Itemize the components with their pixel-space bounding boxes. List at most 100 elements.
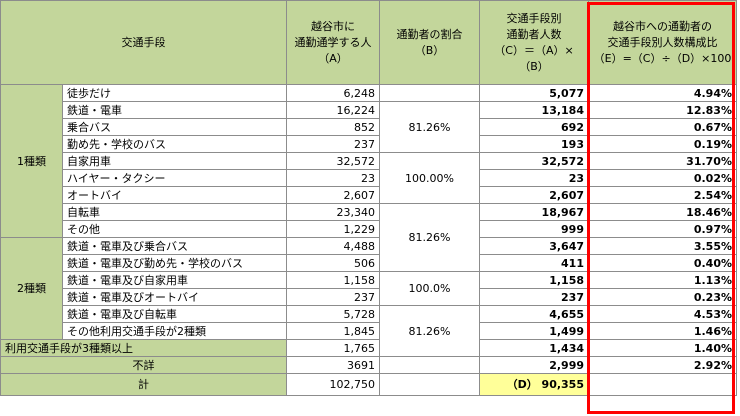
commuters-value: 16,224	[286, 101, 380, 119]
composition-value: 4.94%	[588, 84, 737, 102]
row-label: その他利用交通手段が2種類	[62, 322, 287, 340]
commuters-value: 23	[286, 169, 380, 187]
composition-value: 18.46%	[588, 203, 737, 221]
ratio-value: 81.26%	[379, 203, 480, 272]
header-commuters-line1: 越谷市に	[311, 19, 355, 33]
header-ratio: 通勤者の割合 （B）	[379, 0, 480, 85]
total-commuters-value: 102,750	[286, 373, 380, 396]
row-label: 鉄道・電車	[62, 101, 287, 119]
header-commuters: 越谷市に 通勤通学する人 （A）	[286, 0, 380, 85]
ratio-value: 81.26%	[379, 101, 480, 153]
by-mode-value: 1,434	[479, 339, 589, 357]
table-row: 鉄道・電車及び勤め先・学校のバス 506 411 0.40%	[1, 254, 737, 272]
composition-value: 12.83%	[588, 101, 737, 119]
composition-value: 3.55%	[588, 237, 737, 255]
header-composition-line3: （E）=（C）÷（D）×100	[593, 51, 732, 65]
composition-value: 0.97%	[588, 220, 737, 238]
row-label: 鉄道・電車及び勤め先・学校のバス	[62, 254, 287, 272]
header-composition-line2: 交通手段別人数構成比	[607, 35, 718, 49]
commuters-value: 506	[286, 254, 380, 272]
row-label-three-or-more: 利用交通手段が3種類以上	[0, 339, 287, 357]
table-row: 鉄道・電車及びオートバイ 237 237 0.23%	[1, 288, 737, 306]
commuters-value: 3691	[286, 356, 380, 374]
total-composition-empty	[588, 373, 737, 396]
header-commuters-line2: 通勤通学する人	[294, 35, 372, 49]
commuters-value: 6,248	[286, 84, 380, 102]
composition-value: 1.46%	[588, 322, 737, 340]
commuters-value: 32,572	[286, 152, 380, 170]
header-composition-line1: 越谷市への通勤者の	[613, 19, 712, 33]
row-label: 自転車	[62, 203, 287, 221]
commuters-value: 237	[286, 288, 380, 306]
table-row: ハイヤー・タクシー 23 23 0.02%	[1, 169, 737, 187]
category-2-label: 2種類	[0, 237, 63, 340]
by-mode-value: 2,999	[479, 356, 589, 374]
total-by-mode-value: （D） 90,355	[479, 373, 589, 396]
header-by-mode: 交通手段別 通勤者人数 （C）＝（A）×（B）	[479, 0, 589, 85]
composition-value: 31.70%	[588, 152, 737, 170]
table-row: その他 1,229 999 0.97%	[1, 220, 737, 238]
composition-value: 0.23%	[588, 288, 737, 306]
header-composition: 越谷市への通勤者の 交通手段別人数構成比 （E）=（C）÷（D）×100	[588, 0, 737, 85]
composition-value: 4.53%	[588, 305, 737, 323]
ratio-value: 100.00%	[379, 152, 480, 204]
commuters-value: 1,765	[286, 339, 380, 357]
commuters-value: 1,158	[286, 271, 380, 289]
composition-value: 1.13%	[588, 271, 737, 289]
composition-value: 2.92%	[588, 356, 737, 374]
table-row: 利用交通手段が3種類以上 1,765 1,434 1.40%	[0, 339, 737, 357]
table-row: その他利用交通手段が2種類 1,845 1,499 1.46%	[1, 322, 737, 340]
commuter-mode-table: 交通手段 越谷市に 通勤通学する人 （A） 通勤者の割合 （B） 交通手段別 通…	[0, 0, 737, 396]
row-label: 徒歩だけ	[62, 84, 287, 102]
row-label: 勤め先・学校のバス	[62, 135, 287, 153]
header-by-mode-line2: 通勤者人数	[506, 27, 562, 41]
row-label: 鉄道・電車及び自家用車	[62, 271, 287, 289]
ratio-value: 100.0%	[379, 271, 480, 306]
header-ratio-line2: （B）	[414, 43, 445, 57]
table-row: 乗合バス 852 692 0.67%	[1, 118, 737, 136]
table-row: 自家用車 32,572 100.00% 32,572 31.70%	[1, 152, 737, 204]
commuters-value: 23,340	[286, 203, 380, 221]
table-row: 鉄道・電車 16,224 81.26% 13,184 12.83%	[1, 101, 737, 153]
table-row: 自転車 23,340 81.26% 18,967 18.46%	[1, 203, 737, 272]
row-label: 乗合バス	[62, 118, 287, 136]
total-label: 計	[0, 373, 287, 396]
by-mode-value: 32,572	[479, 152, 589, 170]
ratio-cell-empty	[379, 356, 480, 374]
composition-value: 2.54%	[588, 186, 737, 204]
by-mode-value: 999	[479, 220, 589, 238]
ratio-cell-empty	[379, 373, 480, 396]
table-row: 2種類 鉄道・電車及び乗合バス 4,488 3,647 3.55%	[0, 237, 737, 340]
table-row: オートバイ 2,607 2,607 2.54%	[1, 186, 737, 204]
table-row: 鉄道・電車及び自家用車 1,158 100.0% 1,158 1.13%	[1, 271, 737, 306]
row-label: 鉄道・電車及び自転車	[62, 305, 287, 323]
header-ratio-line1: 通勤者の割合	[396, 27, 463, 41]
by-mode-value: 18,967	[479, 203, 589, 221]
commuters-value: 237	[286, 135, 380, 153]
header-commuters-line3: （A）	[318, 51, 348, 65]
category-1-label: 1種類	[0, 84, 63, 238]
ratio-cell-empty	[379, 84, 480, 102]
by-mode-value: 1,499	[479, 322, 589, 340]
commuters-value: 4,488	[286, 237, 380, 255]
header-by-mode-line1: 交通手段別	[506, 11, 562, 25]
by-mode-value: 3,647	[479, 237, 589, 255]
commuters-value: 1,845	[286, 322, 380, 340]
by-mode-value: 5,077	[479, 84, 589, 102]
composition-value: 0.19%	[588, 135, 737, 153]
by-mode-value: 2,607	[479, 186, 589, 204]
commuters-value: 1,229	[286, 220, 380, 238]
row-label: オートバイ	[62, 186, 287, 204]
ratio-value: 81.26%	[379, 305, 480, 357]
total-row: 計 102,750 （D） 90,355	[0, 373, 737, 396]
by-mode-value: 692	[479, 118, 589, 136]
header-mode: 交通手段	[0, 0, 287, 85]
composition-value: 0.02%	[588, 169, 737, 187]
row-label: 自家用車	[62, 152, 287, 170]
by-mode-value: 237	[479, 288, 589, 306]
table-row: 鉄道・電車及び自転車 5,728 81.26% 4,655 4.53%	[1, 305, 737, 357]
row-label-unknown: 不詳	[0, 356, 287, 374]
composition-value: 0.67%	[588, 118, 737, 136]
composition-value: 1.40%	[588, 339, 737, 357]
composition-value: 0.40%	[588, 254, 737, 272]
